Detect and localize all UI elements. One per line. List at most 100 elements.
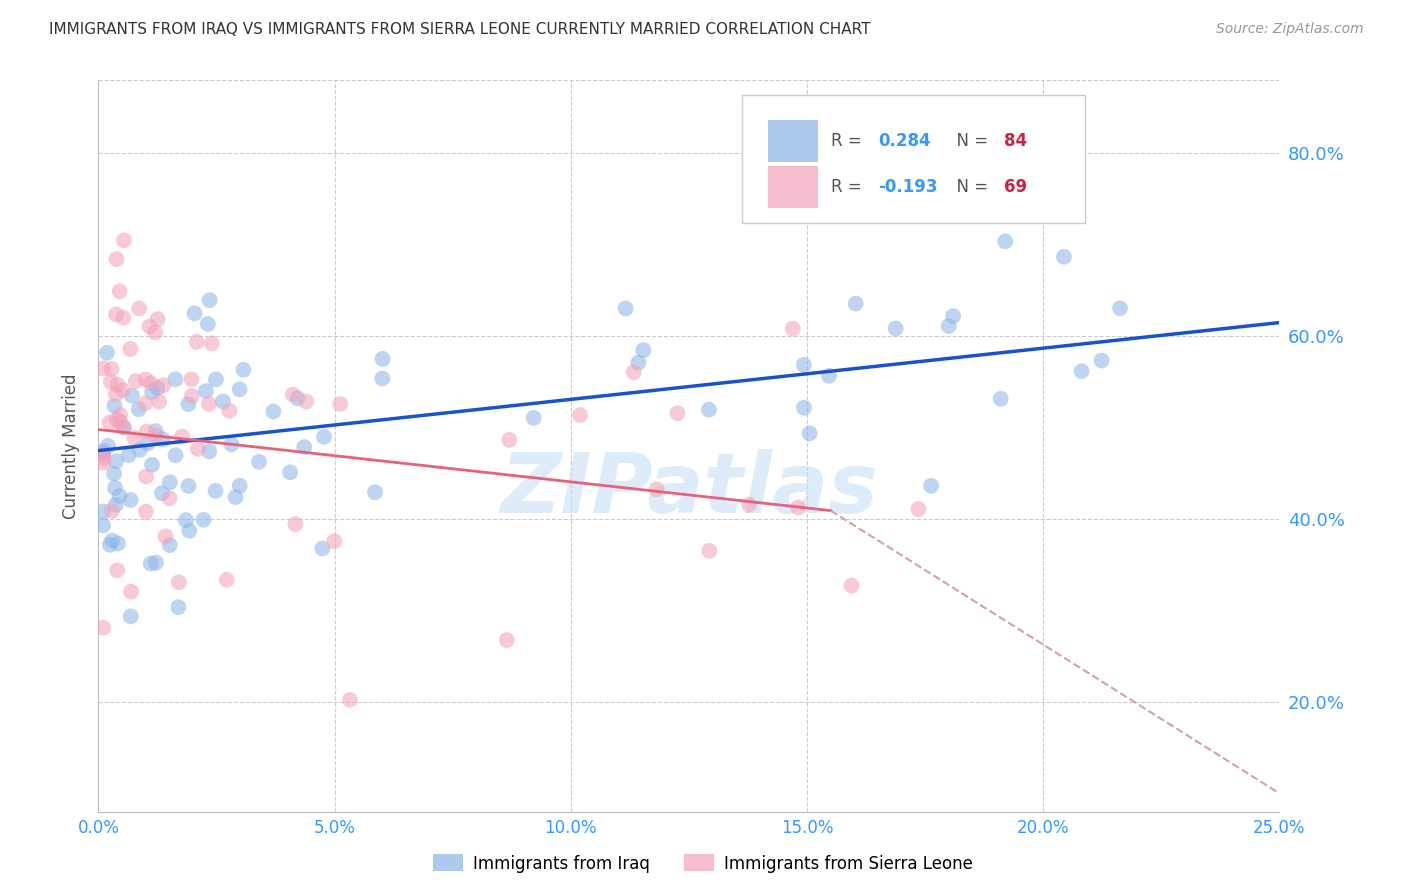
Point: [187, 442, 209, 456]
Point: [666, 406, 689, 420]
Point: [91, 447, 114, 461]
Point: [295, 394, 318, 409]
Point: [136, 436, 159, 450]
Point: [108, 489, 131, 503]
Point: [97, 439, 120, 453]
Point: [105, 454, 128, 468]
Point: [523, 411, 546, 425]
Point: [197, 317, 219, 331]
Point: [938, 318, 960, 333]
Point: [145, 424, 167, 438]
Point: [103, 467, 125, 481]
Point: [91, 504, 114, 518]
Point: [100, 504, 122, 518]
Point: [697, 402, 720, 417]
Point: [228, 382, 250, 396]
Point: [122, 431, 145, 445]
Point: [1109, 301, 1132, 316]
Point: [633, 343, 655, 358]
Point: [793, 358, 815, 372]
Point: [205, 372, 228, 386]
Point: [623, 365, 645, 379]
Point: [152, 433, 174, 447]
Point: [150, 486, 173, 500]
Point: [145, 429, 167, 443]
Point: [143, 326, 166, 340]
Point: [159, 538, 181, 552]
Point: [198, 293, 221, 307]
Point: [198, 444, 221, 458]
Point: [145, 556, 167, 570]
FancyBboxPatch shape: [768, 120, 818, 162]
Point: [990, 392, 1012, 406]
Point: [180, 372, 202, 386]
Point: [120, 609, 142, 624]
Point: [180, 389, 202, 403]
Point: [111, 383, 134, 397]
Point: [110, 415, 132, 429]
Y-axis label: Currently Married: Currently Married: [62, 373, 80, 519]
Point: [645, 483, 668, 497]
Point: [194, 384, 217, 398]
Point: [100, 362, 122, 376]
Point: [218, 403, 240, 417]
Point: [1070, 364, 1092, 378]
Point: [1091, 353, 1114, 368]
Point: [818, 368, 841, 383]
Point: [98, 538, 121, 552]
Point: [994, 235, 1017, 249]
Point: [215, 573, 238, 587]
Text: 84: 84: [1004, 132, 1028, 150]
Legend: Immigrants from Iraq, Immigrants from Sierra Leone: Immigrants from Iraq, Immigrants from Si…: [427, 847, 979, 880]
Point: [105, 563, 128, 577]
Point: [179, 524, 201, 538]
Point: [152, 378, 174, 392]
Point: [96, 345, 118, 359]
Point: [884, 321, 907, 335]
Point: [495, 633, 517, 648]
Point: [105, 252, 128, 266]
Point: [845, 296, 868, 310]
Text: R =: R =: [831, 132, 866, 150]
Point: [793, 401, 815, 415]
Point: [108, 285, 131, 299]
Point: [135, 469, 157, 483]
Point: [128, 402, 150, 417]
Point: [627, 356, 650, 370]
Point: [120, 493, 142, 508]
Point: [221, 437, 243, 451]
Point: [339, 693, 361, 707]
Point: [201, 336, 224, 351]
Point: [128, 301, 150, 316]
Point: [112, 310, 135, 325]
Point: [91, 361, 114, 376]
Text: N =: N =: [946, 132, 994, 150]
Point: [738, 498, 761, 512]
Point: [159, 491, 181, 506]
Point: [569, 408, 592, 422]
Point: [204, 483, 226, 498]
Point: [174, 513, 197, 527]
Point: [98, 416, 121, 430]
Point: [91, 444, 114, 458]
Point: [177, 397, 200, 411]
Text: 69: 69: [1004, 178, 1028, 196]
Point: [224, 490, 246, 504]
Point: [281, 387, 304, 401]
Point: [91, 447, 114, 461]
Point: [104, 387, 127, 401]
Point: [125, 374, 148, 388]
Point: [135, 425, 157, 439]
Point: [278, 466, 301, 480]
Point: [146, 381, 169, 395]
Text: ZIPatlas: ZIPatlas: [501, 450, 877, 531]
Point: [177, 479, 200, 493]
Point: [329, 397, 352, 411]
Point: [139, 557, 162, 571]
Point: [841, 579, 863, 593]
Text: R =: R =: [831, 178, 866, 196]
Point: [155, 529, 177, 543]
Point: [1053, 250, 1076, 264]
Point: [287, 391, 309, 405]
Text: -0.193: -0.193: [877, 178, 938, 196]
